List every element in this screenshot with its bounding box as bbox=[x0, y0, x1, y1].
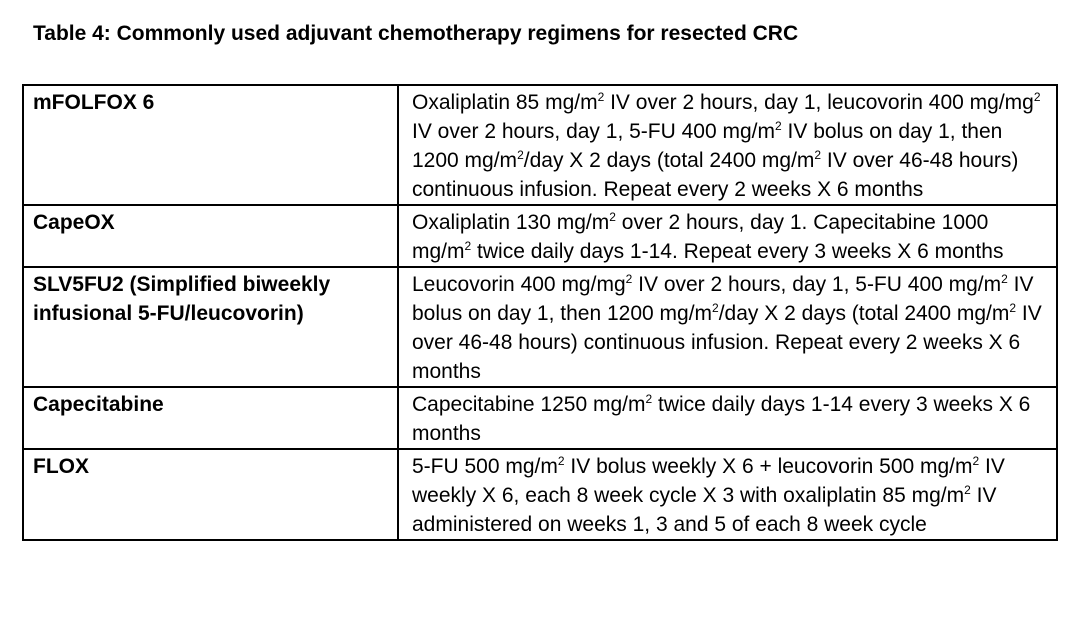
description-text: IV administered on weeks 1, 3 and 5 of e… bbox=[412, 484, 997, 536]
table-row: CapeOX Oxaliplatin 130 mg/m2 over 2 hour… bbox=[22, 204, 1058, 268]
regimen-name-cell: mFOLFOX 6 bbox=[22, 84, 399, 206]
superscript-exponent: 2 bbox=[557, 454, 565, 468]
description-text: IV over 2 hours, day 1, 5-FU 400 mg/m bbox=[412, 120, 775, 143]
description-text: IV weekly X 6, each 8 week cycle X 3 wit… bbox=[412, 455, 1005, 507]
regimen-description-cell: 5-FU 500 mg/m2 IV bolus weekly X 6 + leu… bbox=[397, 448, 1058, 541]
regimen-description-cell: Leucovorin 400 mg/mg2 IV over 2 hours, d… bbox=[397, 266, 1058, 388]
description-text: /day X 2 days (total 2400 mg/m bbox=[718, 302, 1010, 325]
table-row: mFOLFOX 6 Oxaliplatin 85 mg/m2 IV over 2… bbox=[22, 84, 1058, 206]
superscript-exponent: 2 bbox=[645, 392, 653, 406]
regimen-name-cell: FLOX bbox=[22, 448, 399, 541]
superscript-exponent: 2 bbox=[814, 148, 822, 162]
superscript-exponent: 2 bbox=[625, 272, 633, 286]
superscript-exponent: 2 bbox=[964, 483, 971, 497]
superscript-exponent: 2 bbox=[609, 210, 616, 224]
description-text: Oxaliplatin 85 mg/m bbox=[412, 91, 598, 114]
regimen-name-cell: SLV5FU2 (Simplified biweekly infusional … bbox=[22, 266, 399, 388]
description-text: Leucovorin 400 mg/mg bbox=[412, 273, 626, 296]
superscript-exponent: 2 bbox=[597, 90, 605, 104]
description-text: IV bolus weekly X 6 + leucovorin 500 mg/… bbox=[564, 455, 973, 478]
regimen-description-cell: Oxaliplatin 130 mg/m2 over 2 hours, day … bbox=[397, 204, 1058, 268]
description-text: Oxaliplatin 130 mg/m bbox=[412, 211, 610, 234]
superscript-exponent: 2 bbox=[712, 301, 719, 315]
description-text: IV bolus on day 1, then 1200 mg/m bbox=[412, 273, 1034, 325]
regimens-table: mFOLFOX 6 Oxaliplatin 85 mg/m2 IV over 2… bbox=[22, 84, 1058, 541]
description-text: IV over 46-48 hours) continuous infusion… bbox=[412, 302, 1042, 383]
superscript-exponent: 2 bbox=[1001, 272, 1008, 286]
superscript-exponent: 2 bbox=[1033, 90, 1041, 104]
regimen-description-cell: Oxaliplatin 85 mg/m2 IV over 2 hours, da… bbox=[397, 84, 1058, 206]
description-text: Capecitabine 1250 mg/m bbox=[412, 393, 646, 416]
regimen-name-cell: CapeOX bbox=[22, 204, 399, 268]
description-text: twice daily days 1-14 every 3 weeks X 6 … bbox=[412, 393, 1031, 445]
table-row: FLOX 5-FU 500 mg/m2 IV bolus weekly X 6 … bbox=[22, 448, 1058, 541]
description-text: over 2 hours, day 1. Capecitabine 1000 m… bbox=[412, 211, 989, 263]
superscript-exponent: 2 bbox=[517, 148, 524, 162]
table-row: Capecitabine Capecitabine 1250 mg/m2 twi… bbox=[22, 386, 1058, 450]
description-text: IV over 2 hours, day 1, 5-FU 400 mg/m bbox=[632, 273, 1002, 296]
description-text: IV bolus on day 1, then 1200 mg/m bbox=[412, 120, 1003, 172]
superscript-exponent: 2 bbox=[972, 454, 980, 468]
superscript-exponent: 2 bbox=[775, 119, 782, 133]
table-row: SLV5FU2 (Simplified biweekly infusional … bbox=[22, 266, 1058, 388]
table-title: Table 4: Commonly used adjuvant chemothe… bbox=[33, 22, 799, 45]
table-body: mFOLFOX 6 Oxaliplatin 85 mg/m2 IV over 2… bbox=[22, 84, 1058, 541]
description-text: IV over 46-48 hours) continuous infusion… bbox=[412, 149, 1019, 201]
description-text: /day X 2 days (total 2400 mg/m bbox=[523, 149, 815, 172]
description-text: 5-FU 500 mg/m bbox=[412, 455, 558, 478]
regimen-name-cell: Capecitabine bbox=[22, 386, 399, 450]
superscript-exponent: 2 bbox=[464, 239, 472, 253]
superscript-exponent: 2 bbox=[1009, 301, 1017, 315]
description-text: IV over 2 hours, day 1, leucovorin 400 m… bbox=[604, 91, 1034, 114]
description-text: twice daily days 1-14. Repeat every 3 we… bbox=[471, 240, 1004, 263]
regimen-description-cell: Capecitabine 1250 mg/m2 twice daily days… bbox=[397, 386, 1058, 450]
